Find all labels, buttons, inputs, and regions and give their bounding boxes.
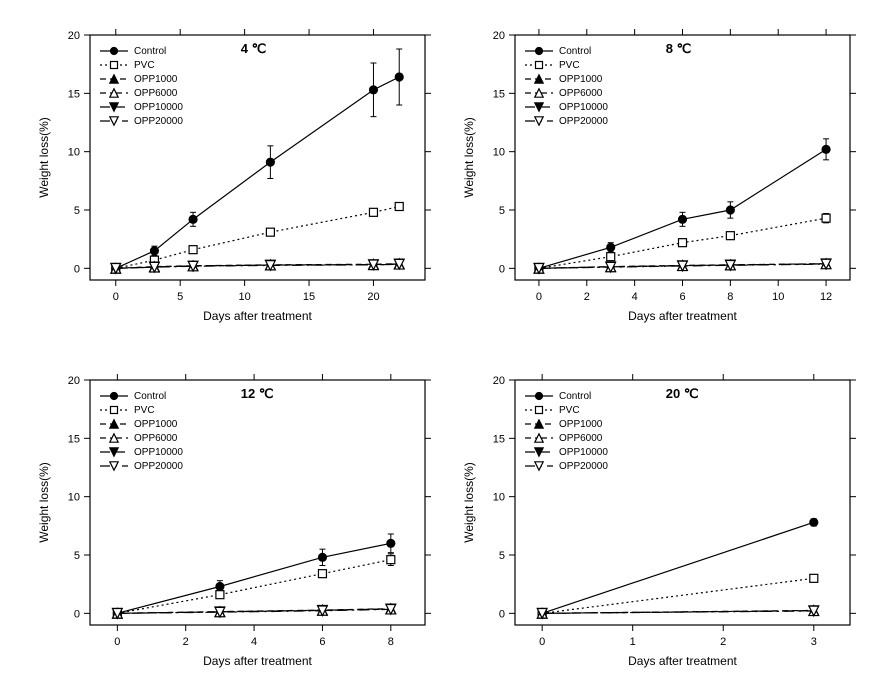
chart-panel-c20: 0 1 2 3 0 5 10 15 20 Weight loss(%) Days after tre…: [455, 365, 865, 675]
ytick-label: 10: [68, 492, 80, 504]
xtick-label: 10: [238, 291, 250, 303]
chart-svg-c4: 0 5 10 15 20 0 5 10 15 20 Weight loss(%) Days after…: [30, 20, 440, 330]
legend-label: PVC: [134, 405, 155, 416]
xtick-label: 0: [114, 636, 120, 648]
xtick-label: 12: [820, 291, 832, 303]
ytick-label: 20: [493, 30, 505, 42]
xtick-label: 6: [679, 291, 685, 303]
ylabel: Weight loss(%): [37, 117, 51, 197]
legend-label: Control: [134, 46, 166, 57]
xtick-label: 10: [772, 291, 784, 303]
ytick-label: 0: [499, 263, 505, 275]
chart-svg-c8: 0 2 4 6 8 10 12 0 5 10 15 20 Weight loss(%) Days afte…: [455, 20, 865, 330]
xtick-label: 0: [539, 636, 545, 648]
chart-title: 20 ℃: [666, 386, 699, 401]
ytick-label: 20: [68, 30, 80, 42]
legend-label: OPP1000: [134, 419, 178, 430]
legend-label: Control: [559, 391, 591, 402]
xtick-label: 3: [811, 636, 817, 648]
xtick-label: 1: [630, 636, 636, 648]
xlabel: Days after treatment: [203, 309, 312, 323]
ytick-label: 15: [493, 433, 505, 445]
xtick-label: 8: [388, 636, 394, 648]
legend-label: OPP6000: [134, 433, 178, 444]
legend-label: OPP20000: [134, 116, 183, 127]
chart-title: 12 ℃: [241, 386, 274, 401]
legend-label: OPP20000: [559, 461, 608, 472]
legend-label: OPP6000: [559, 433, 603, 444]
xlabel: Days after treatment: [203, 654, 312, 668]
chart-title: 8 ℃: [666, 41, 691, 56]
ytick-label: 20: [493, 375, 505, 387]
legend-label: Control: [134, 391, 166, 402]
legend-label: OPP10000: [134, 447, 183, 458]
ytick-label: 10: [493, 492, 505, 504]
xlabel: Days after treatment: [628, 654, 737, 668]
xtick-label: 15: [303, 291, 315, 303]
xtick-label: 6: [319, 636, 325, 648]
legend-label: OPP10000: [559, 102, 608, 113]
ytick-label: 10: [493, 147, 505, 159]
chart-panel-c4: 0 5 10 15 20 0 5 10 15 20 Weight loss(%) Days after…: [30, 20, 440, 330]
series-line: [542, 522, 814, 613]
ylabel: Weight loss(%): [462, 462, 476, 542]
xtick-label: 0: [536, 291, 542, 303]
ytick-label: 15: [493, 88, 505, 100]
legend-label: PVC: [559, 60, 580, 71]
series-line: [539, 149, 826, 268]
chart-panel-c12: 0 2 4 6 8 0 5 10 15 20 Weight loss(%) Days after tr…: [30, 365, 440, 675]
legend-label: OPP1000: [559, 74, 603, 85]
legend-label: OPP10000: [559, 447, 608, 458]
series-line: [117, 560, 390, 614]
ytick-label: 15: [68, 433, 80, 445]
ytick-label: 0: [499, 608, 505, 620]
legend-label: OPP20000: [559, 116, 608, 127]
chart-panel-c8: 0 2 4 6 8 10 12 0 5 10 15 20 Weight loss(%) Days afte…: [455, 20, 865, 330]
xlabel: Days after treatment: [628, 309, 737, 323]
ylabel: Weight loss(%): [37, 462, 51, 542]
xtick-label: 2: [584, 291, 590, 303]
chart-title: 4 ℃: [241, 41, 266, 56]
chart-svg-c20: 0 1 2 3 0 5 10 15 20 Weight loss(%) Days after tre…: [455, 365, 865, 675]
legend-label: OPP6000: [134, 88, 178, 99]
ytick-label: 10: [68, 147, 80, 159]
xtick-label: 4: [251, 636, 257, 648]
series-line: [542, 578, 814, 613]
legend-label: OPP20000: [134, 461, 183, 472]
ytick-label: 5: [74, 550, 80, 562]
ytick-label: 5: [499, 205, 505, 217]
chart-svg-c12: 0 2 4 6 8 0 5 10 15 20 Weight loss(%) Days after tr…: [30, 365, 440, 675]
legend-label: OPP6000: [559, 88, 603, 99]
ytick-label: 15: [68, 88, 80, 100]
series-line: [117, 543, 390, 613]
ylabel: Weight loss(%): [462, 117, 476, 197]
ytick-label: 0: [74, 608, 80, 620]
ytick-label: 0: [74, 263, 80, 275]
xtick-label: 8: [727, 291, 733, 303]
xtick-label: 5: [177, 291, 183, 303]
xtick-label: 4: [632, 291, 638, 303]
xtick-label: 0: [113, 291, 119, 303]
ytick-label: 20: [68, 375, 80, 387]
xtick-label: 20: [367, 291, 379, 303]
legend-label: PVC: [559, 405, 580, 416]
ytick-label: 5: [74, 205, 80, 217]
legend-label: OPP1000: [134, 74, 178, 85]
xtick-label: 2: [720, 636, 726, 648]
ytick-label: 5: [499, 550, 505, 562]
legend-label: PVC: [134, 60, 155, 71]
legend-label: OPP1000: [559, 419, 603, 430]
xtick-label: 2: [183, 636, 189, 648]
legend-label: Control: [559, 46, 591, 57]
legend-label: OPP10000: [134, 102, 183, 113]
